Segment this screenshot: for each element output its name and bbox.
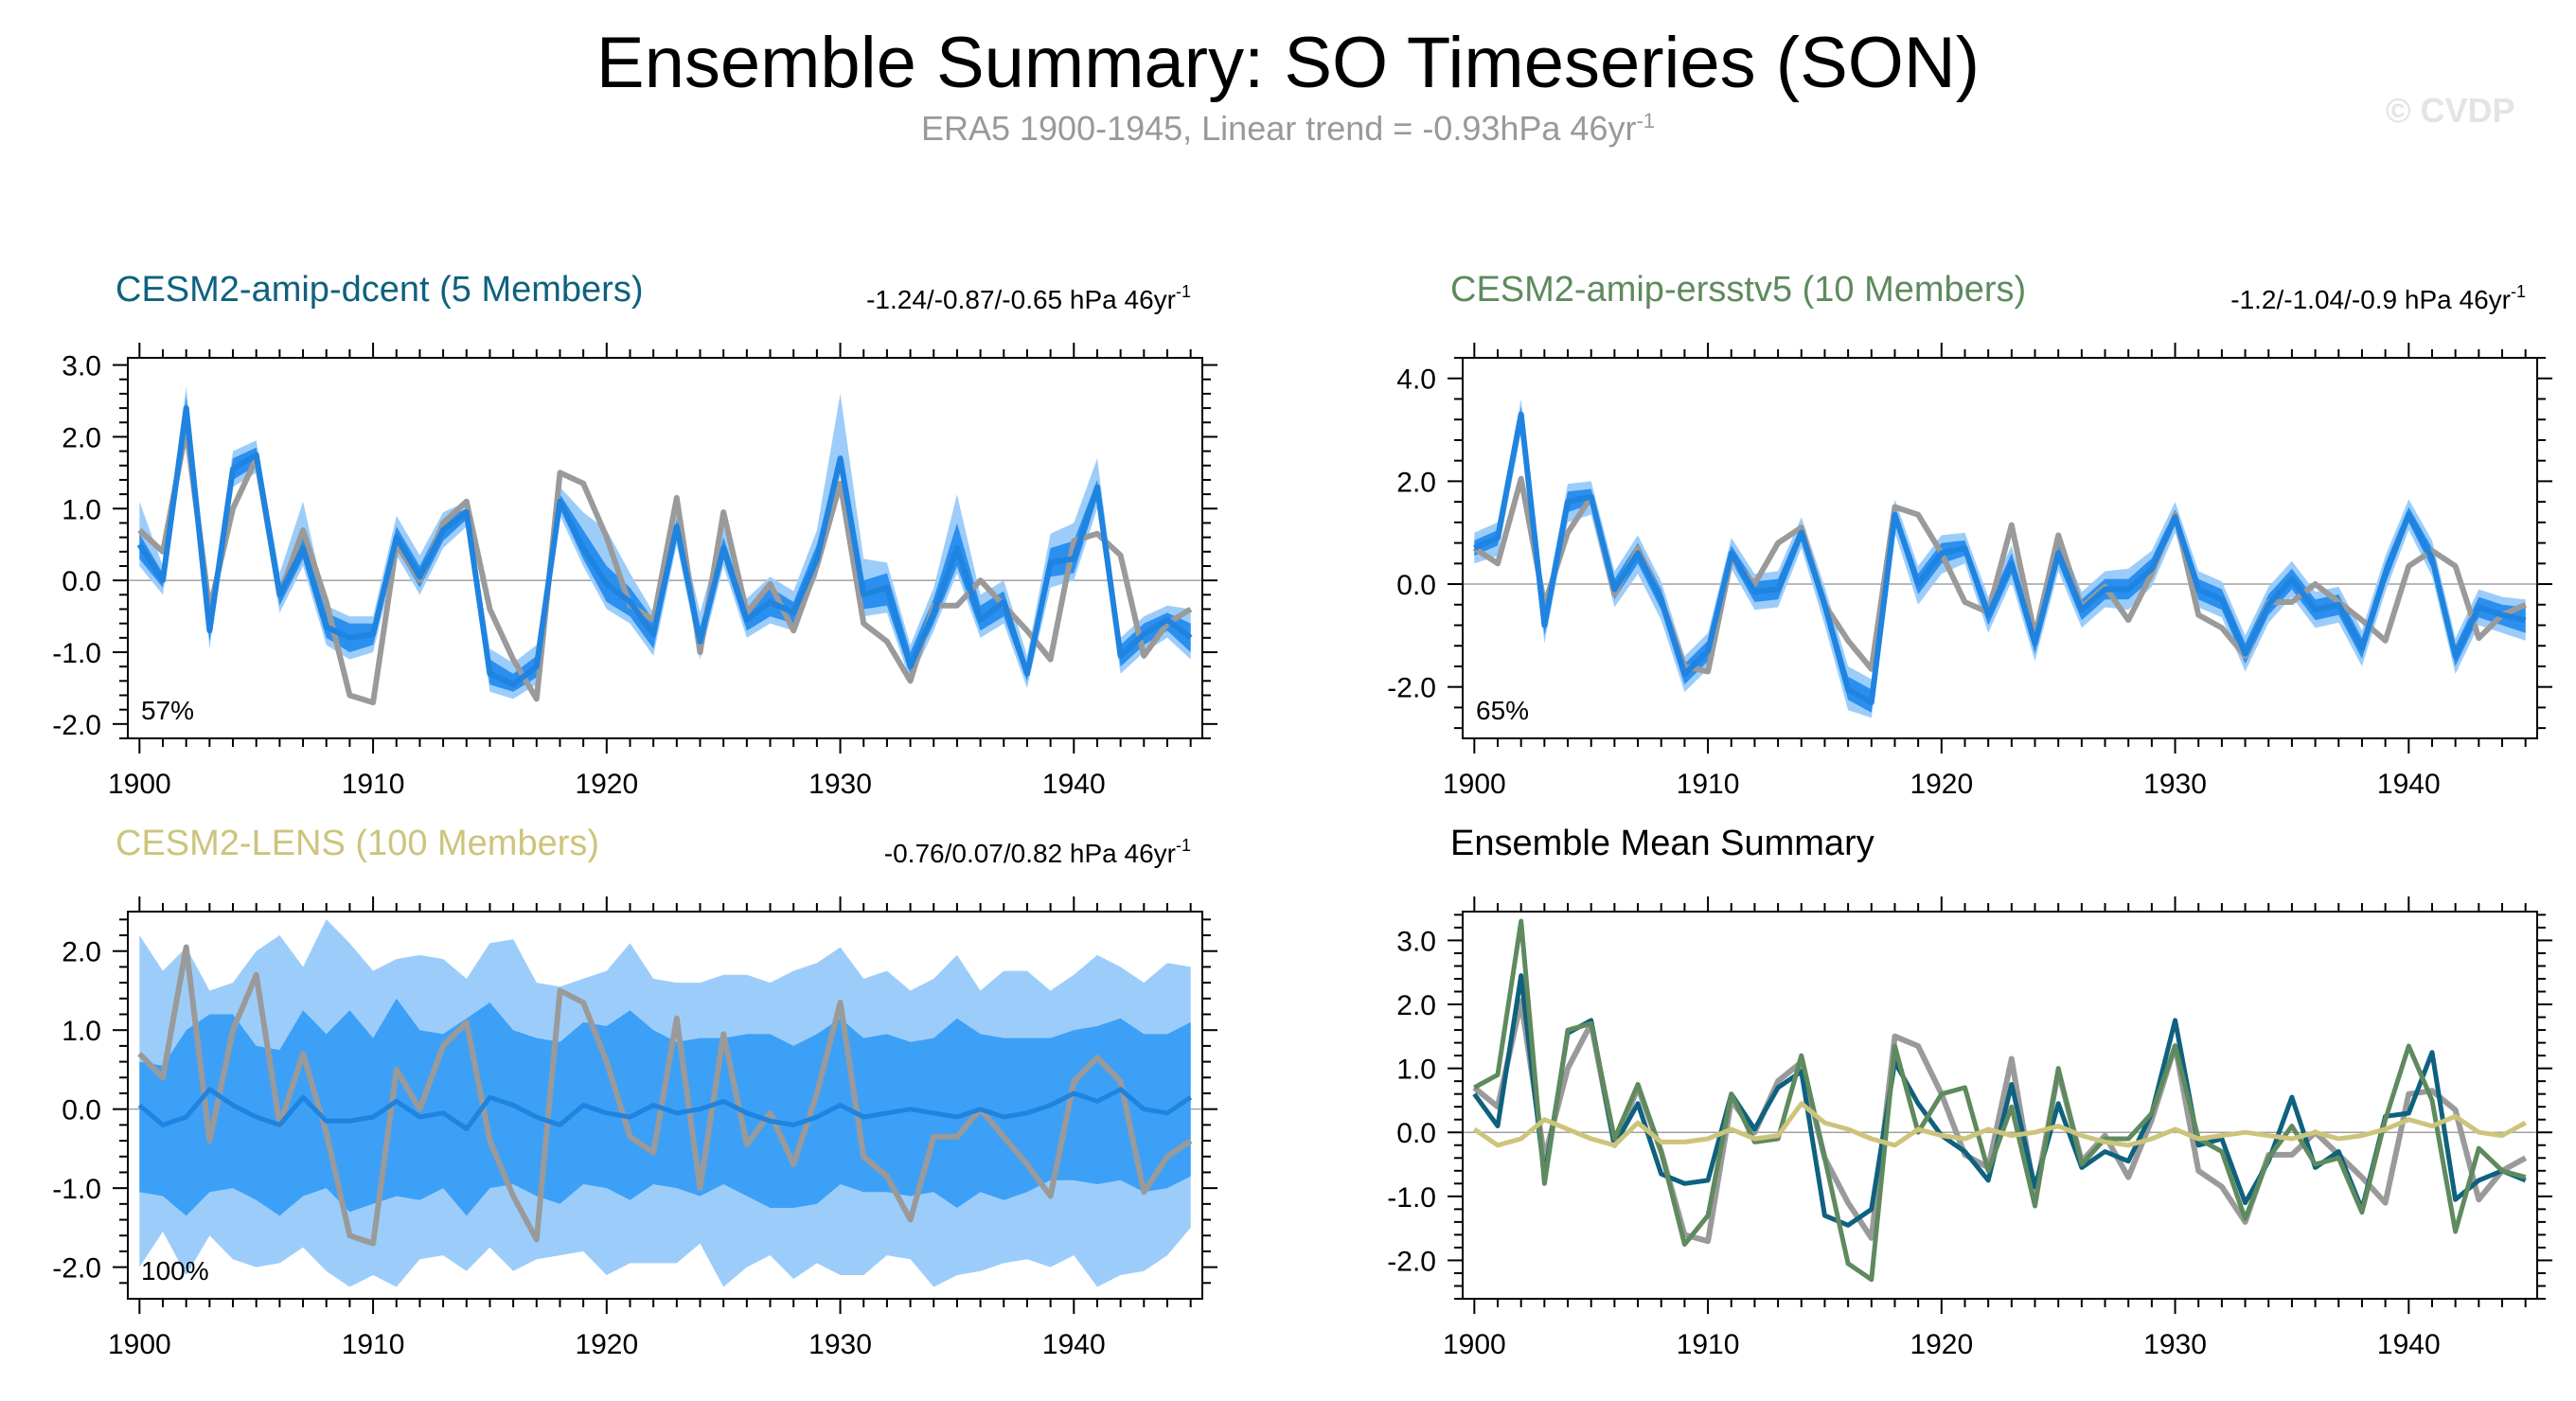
x-tick-label: 1920 (1910, 1329, 1973, 1360)
panel-4: 1900 1910 1920 1930 1940 3.0 2.0 1.0 0.0 -1.0 -2.0… (1387, 824, 2552, 1360)
series-line-ensemble-mean (136, 405, 1193, 688)
x-tick-label: 1930 (2143, 769, 2207, 800)
trend-superscript: -1 (1176, 282, 1191, 301)
series-line-ersstv5 (1473, 918, 2527, 1283)
series-line-era5 (137, 944, 1193, 1247)
y-tick-label: 1.0 (62, 1016, 101, 1047)
trend-superscript: -1 (2511, 282, 2526, 301)
x-tick-label: 1900 (108, 769, 171, 800)
page-title: Ensemble Summary: SO Timeseries (SON) (595, 23, 1981, 103)
plot-frame (127, 357, 1203, 739)
panel-1: 1900 1910 1920 1930 1940 3.0 2.0 1.0 0.0 -1.0 -2.0… (52, 270, 1217, 800)
y-tick-label: -2.0 (52, 710, 101, 741)
panel-title: CESM2-LENS (100 Members) (115, 824, 599, 863)
percent-label: 100% (141, 1256, 209, 1286)
x-tick-label: 1940 (2377, 769, 2441, 800)
trend-text: -0.76/0.07/0.82 hPa 46yr (884, 839, 1176, 868)
series-line-era5 (1472, 998, 2528, 1245)
trend-label: -1.2/-1.04/-0.9 hPa 46yr-1 (2230, 282, 2526, 314)
y-tick-label: 3.0 (1396, 926, 1436, 957)
y-tick-label: -1.0 (52, 1174, 101, 1205)
x-tick-label: 1910 (342, 769, 405, 800)
x-tick-label: 1930 (2143, 1329, 2207, 1360)
trend-label: -0.76/0.07/0.82 hPa 46yr-1 (884, 836, 1191, 868)
x-tick-label: 1920 (575, 1329, 638, 1360)
y-tick-label: -1.0 (52, 638, 101, 669)
x-tick-label: 1930 (808, 1329, 872, 1360)
trend-text: -1.2/-1.04/-0.9 hPa 46yr (2230, 285, 2511, 314)
series-line-ensemble-mean (1473, 411, 2527, 705)
panel-title: CESM2-amip-ersstv5 (10 Members) (1450, 270, 2026, 310)
x-tick-label: 1930 (808, 769, 872, 800)
series-line-ensemble-mean (137, 1087, 1193, 1131)
y-tick-label: 4.0 (1396, 364, 1436, 396)
trend-label: -1.24/-0.87/-0.65 hPa 46yr-1 (866, 282, 1191, 314)
plot-frame (1462, 357, 2538, 739)
y-tick-label: 0.0 (1396, 1118, 1436, 1149)
percent-label: 65% (1476, 696, 1529, 725)
y-tick-label: 0.0 (62, 566, 101, 597)
y-tick-label: 0.0 (1396, 570, 1436, 601)
y-tick-label: 2.0 (62, 937, 101, 968)
y-tick-label: 2.0 (1396, 467, 1436, 498)
page-subtitle: ERA5 1900-1945, Linear trend = -0.93hPa … (0, 109, 2576, 149)
trend-superscript: -1 (1176, 836, 1191, 855)
x-tick-label: 1900 (108, 1329, 171, 1360)
x-tick-label: 1910 (1677, 1329, 1740, 1360)
panel-3: 1900 1910 1920 1930 1940 2.0 1.0 0.0 -1.0 -2.0 CES… (52, 824, 1217, 1360)
x-tick-label: 1940 (1042, 769, 1106, 800)
y-tick-label: 3.0 (62, 351, 101, 382)
subtitle-text: ERA5 1900-1945, Linear trend = -0.93hPa … (920, 109, 1637, 148)
x-tick-label: 1900 (1443, 769, 1506, 800)
panel-title: Ensemble Mean Summary (1450, 824, 1874, 863)
x-tick-label: 1940 (1042, 1329, 1106, 1360)
series-line-era5 (137, 426, 1193, 706)
series-line-lens (1472, 1101, 2527, 1148)
x-tick-label: 1940 (2377, 1329, 2441, 1360)
x-tick-label: 1920 (1910, 769, 1973, 800)
y-tick-label: 1.0 (62, 494, 101, 525)
y-tick-label: 1.0 (1396, 1055, 1436, 1086)
trend-text: -1.24/-0.87/-0.65 hPa 46yr (866, 285, 1176, 314)
y-tick-label: -2.0 (1387, 1246, 1436, 1277)
y-tick-label: 2.0 (1396, 990, 1436, 1021)
panel-title: CESM2-amip-dcent (5 Members) (115, 270, 643, 310)
credit-watermark: © CVDP (2386, 91, 2515, 130)
y-tick-label: -2.0 (52, 1253, 101, 1285)
percent-label: 57% (141, 696, 194, 725)
x-tick-label: 1910 (1677, 769, 1740, 800)
y-tick-label: 0.0 (62, 1095, 101, 1126)
y-tick-label: 2.0 (62, 422, 101, 453)
plot-frame (127, 911, 1203, 1300)
y-tick-label: -1.0 (1387, 1182, 1436, 1214)
x-tick-label: 1900 (1443, 1329, 1506, 1360)
y-tick-label: -2.0 (1387, 673, 1436, 704)
x-tick-label: 1920 (575, 769, 638, 800)
panel-2: 1900 1910 1920 1930 1940 4.0 2.0 0.0 -2.0 CESM2-a… (1387, 270, 2552, 800)
subtitle-superscript: -1 (1636, 109, 1656, 133)
x-tick-label: 1910 (342, 1329, 405, 1360)
plot-frame (1462, 911, 2538, 1300)
